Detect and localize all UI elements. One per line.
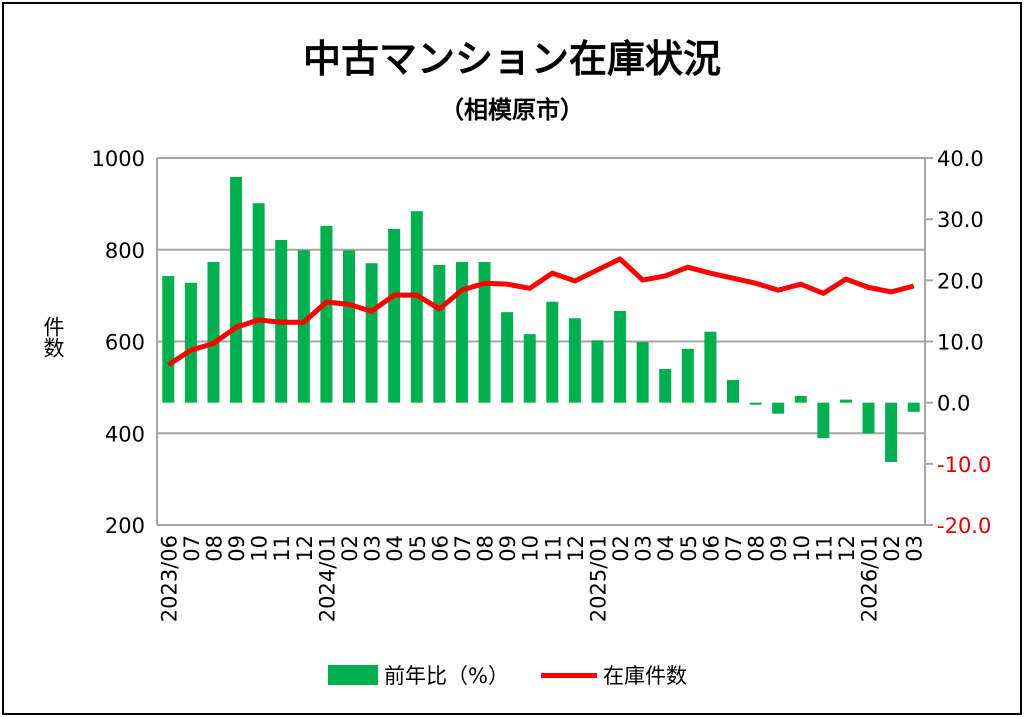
bar (681, 348, 694, 403)
x-tick-label: 02 (338, 535, 362, 562)
x-tick-label: 11 (270, 535, 294, 562)
x-tick-label: 2024/01 (315, 535, 339, 622)
y2-tick-label: 0.0 (937, 392, 970, 416)
x-tick-label: 08 (474, 535, 498, 562)
bar (907, 402, 920, 412)
bar (433, 265, 446, 403)
bar (817, 402, 830, 439)
x-tick-label: 2026/01 (858, 535, 882, 622)
x-tick-label: 11 (812, 535, 836, 562)
bar (252, 203, 265, 403)
y2-tick-label: 30.0 (937, 208, 984, 232)
chart-subtitle: （相模原市） (440, 96, 584, 124)
y-axis-label: 件数 (38, 316, 68, 364)
x-tick-label: 03 (632, 535, 656, 562)
x-tick-label: 10 (790, 535, 814, 562)
x-tick-label: 07 (722, 535, 746, 562)
bar (591, 340, 604, 403)
legend-line-label: 在庫件数 (602, 664, 687, 688)
y-axis-label-text: 件数 (41, 316, 65, 358)
x-tick-label: 02 (609, 535, 633, 562)
bar (636, 342, 649, 403)
x-tick-label: 04 (654, 535, 678, 562)
x-tick-label: 09 (496, 535, 520, 562)
x-tick-label: 2025/01 (586, 535, 610, 622)
x-tick-label: 05 (677, 535, 701, 562)
x-tick-label: 07 (451, 535, 475, 562)
bar (388, 228, 401, 403)
y2-tick-label: -20.0 (937, 514, 991, 538)
y-tick-label: 200 (105, 514, 145, 538)
bar (794, 395, 807, 403)
bar (727, 380, 739, 403)
bar (501, 312, 514, 403)
legend-bar-label: 前年比（%） (384, 664, 509, 688)
bar (614, 310, 627, 403)
bar (410, 211, 423, 403)
legend: 前年比（%） 在庫件数 (328, 660, 687, 690)
x-tick-label: 08 (202, 535, 226, 562)
bar (343, 250, 355, 403)
legend-bar-swatch (328, 665, 378, 685)
x-tick-label: 10 (519, 535, 543, 562)
bar (885, 402, 898, 462)
x-tick-label: 12 (564, 535, 588, 562)
y-tick-label: 1000 (92, 147, 145, 171)
x-tick-label: 09 (767, 535, 791, 562)
bar (862, 402, 875, 434)
x-tick-label: 10 (248, 535, 272, 562)
x-tick-label: 06 (428, 535, 452, 562)
bar (207, 261, 220, 403)
x-tick-label: 03 (361, 535, 385, 562)
bar (184, 282, 197, 403)
x-tick-label: 02 (880, 535, 904, 562)
x-tick-label: 09 (225, 535, 249, 562)
bar (320, 225, 333, 403)
bar (297, 250, 310, 403)
line-series (166, 256, 915, 367)
bar (749, 402, 762, 405)
x-tick-label: 08 (745, 535, 769, 562)
bar (455, 261, 468, 403)
x-tick-label: 12 (293, 535, 317, 562)
bar (365, 263, 378, 403)
bar (478, 261, 491, 403)
y2-tick-label: 10.0 (937, 331, 984, 355)
y-tick-label: 800 (105, 239, 145, 263)
chart-title: 中古マンション在庫状況 (302, 37, 721, 81)
x-tick-label: 2023/06 (157, 535, 181, 622)
bar (230, 176, 243, 403)
x-tick-label: 12 (835, 535, 859, 562)
y2-tick-label: -10.0 (937, 453, 991, 477)
x-tick-label: 04 (383, 535, 407, 562)
x-tick-label: 03 (903, 535, 927, 562)
bar (546, 301, 559, 403)
bar (704, 331, 717, 403)
bar (659, 369, 672, 403)
y2-tick-label: 20.0 (937, 269, 984, 293)
x-tick-label: 07 (180, 535, 204, 562)
y-tick-label: 600 (105, 331, 145, 355)
bar (162, 276, 175, 403)
y-tick-label: 400 (105, 422, 145, 446)
bar (568, 318, 581, 403)
bar (772, 402, 785, 414)
bar (839, 399, 852, 403)
bar (523, 334, 536, 403)
x-tick-label: 06 (699, 535, 723, 562)
x-tick-label: 11 (541, 535, 565, 562)
x-tick-label: 05 (406, 535, 430, 562)
y2-tick-label: 40.0 (937, 147, 984, 171)
legend-line-swatch (540, 672, 597, 678)
